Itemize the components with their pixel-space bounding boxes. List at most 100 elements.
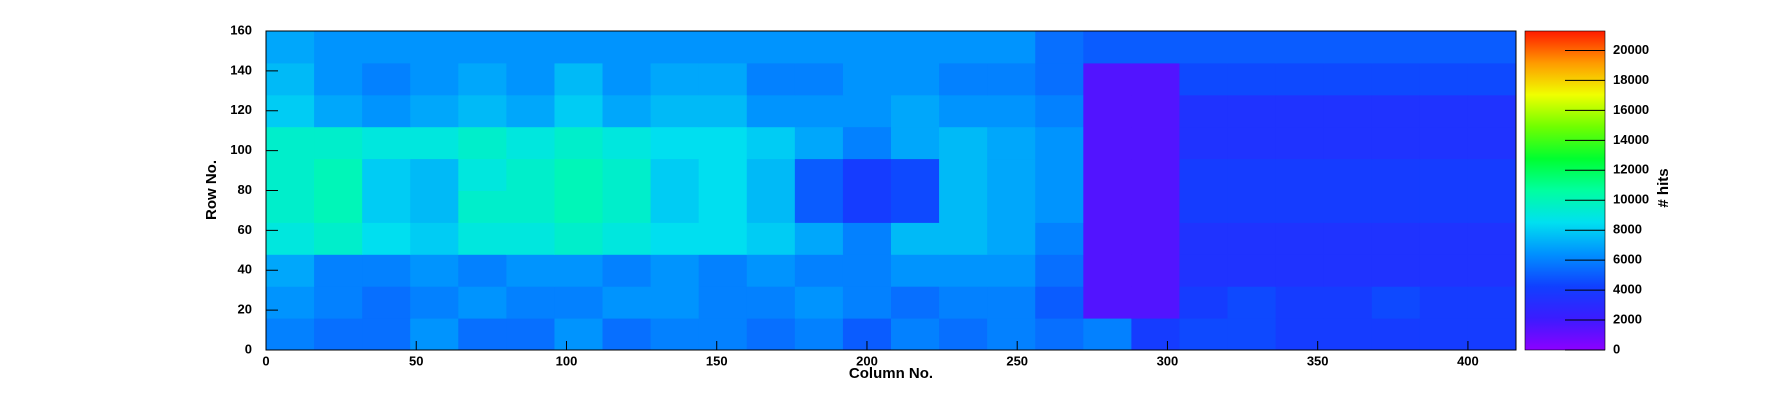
heatmap-cell (314, 318, 363, 351)
heatmap-cell (1323, 94, 1373, 128)
heatmap-cell (602, 62, 652, 96)
heatmap-cell (410, 254, 459, 287)
heatmap-cell (410, 158, 459, 191)
heatmap-cell (554, 31, 604, 64)
heatmap-cell (1083, 158, 1132, 191)
heatmap-cell (1467, 286, 1517, 319)
heatmap-cell (506, 62, 555, 96)
heatmap-cell (746, 158, 796, 191)
heatmap-cell (939, 222, 988, 255)
heatmap-cell (1035, 31, 1084, 64)
heatmap-cell (842, 126, 892, 160)
heatmap-cell (266, 318, 315, 351)
heatmap-cell (554, 286, 604, 319)
heatmap-cell (1227, 318, 1277, 351)
heatmap-cell (1131, 318, 1180, 351)
heatmap-cell (362, 222, 411, 255)
heatmap-cell (1179, 286, 1229, 319)
heatmap-cell (746, 318, 796, 351)
heatmap-cell (794, 286, 844, 319)
heatmap-cell (698, 158, 748, 191)
heatmap-cell (1131, 190, 1180, 223)
heatmap-cell (1131, 31, 1180, 64)
heatmap-cell (458, 31, 507, 64)
heatmap-cell (1323, 222, 1373, 255)
heatmap-cell (698, 286, 748, 319)
heatmap-cell (1035, 222, 1084, 255)
heatmap-cell (458, 158, 507, 191)
heatmap-cell (794, 126, 844, 160)
heatmap-cell (266, 158, 315, 191)
heatmap-cell (987, 190, 1036, 223)
heatmap-cell (410, 222, 459, 255)
heatmap-cell (1467, 62, 1517, 96)
heatmap-cell (1467, 94, 1517, 128)
heatmap-cell (891, 254, 940, 287)
heatmap-cell (410, 286, 459, 319)
heatmap-cell (314, 62, 363, 96)
heatmap-cell (746, 62, 796, 96)
heatmap-cell (939, 126, 988, 160)
heatmap-cell (410, 190, 459, 223)
heatmap-cell (1083, 254, 1132, 287)
heatmap-cell (842, 94, 892, 128)
heatmap-cell (1323, 158, 1373, 191)
heatmap-cell (506, 286, 555, 319)
heatmap-cell (650, 222, 700, 255)
heatmap-cell (842, 158, 892, 191)
heatmap-cell (1419, 94, 1469, 128)
heatmap-cell (554, 62, 604, 96)
heatmap-cell (1467, 158, 1517, 191)
heatmap-cell (1131, 62, 1180, 96)
heatmap-cell (1083, 94, 1132, 128)
x-tick-label: 0 (262, 353, 269, 368)
heatmap-cell (1083, 62, 1132, 96)
heatmap-cell (1371, 31, 1421, 64)
heatmap-cell (554, 318, 604, 351)
x-tick-label: 350 (1307, 353, 1329, 368)
heatmap-cell (987, 222, 1036, 255)
heatmap-cell (506, 318, 555, 351)
heatmap-cell (650, 254, 700, 287)
y-tick-label: 40 (238, 262, 252, 277)
heatmap-cell (746, 31, 796, 64)
heatmap-cell (554, 254, 604, 287)
colorbar-tick-label: 14000 (1613, 132, 1649, 147)
heatmap-cell (314, 94, 363, 128)
heatmap-cell (746, 94, 796, 128)
heatmap-cell (842, 254, 892, 287)
heatmap-cell (1131, 286, 1180, 319)
x-axis-title: Column No. (849, 365, 933, 382)
heatmap-cell (1083, 222, 1132, 255)
heatmap-cell (410, 318, 459, 351)
heatmap-cell (1275, 222, 1325, 255)
heatmap-cell (1467, 126, 1517, 160)
heatmap-cell (1419, 318, 1469, 351)
heatmap-cell (506, 254, 555, 287)
heatmap-cell (1419, 190, 1469, 223)
heatmap-cell (1227, 126, 1277, 160)
heatmap-cell (314, 31, 363, 64)
heatmap-cell (1323, 254, 1373, 287)
heatmap-cell (794, 31, 844, 64)
heatmap-cell (410, 126, 459, 160)
heatmap-cell (554, 190, 604, 223)
heatmap-cell (506, 190, 555, 223)
heatmap-cell (362, 318, 411, 351)
heatmap-cell (458, 222, 507, 255)
heatmap-cell (1467, 254, 1517, 287)
heatmap-cell (506, 31, 555, 64)
heatmap-cell (891, 126, 940, 160)
heatmap-cell (1179, 318, 1229, 351)
x-tick-label: 300 (1157, 353, 1179, 368)
heatmap-cell (1083, 31, 1132, 64)
heatmap-cell (314, 190, 363, 223)
heatmap-cell (842, 62, 892, 96)
heatmap-cell (939, 94, 988, 128)
heatmap-cell (1275, 31, 1325, 64)
heatmap-cell (939, 31, 988, 64)
heatmap-cell (266, 62, 315, 96)
heatmap-cell (698, 62, 748, 96)
heatmap-cell (1179, 62, 1229, 96)
